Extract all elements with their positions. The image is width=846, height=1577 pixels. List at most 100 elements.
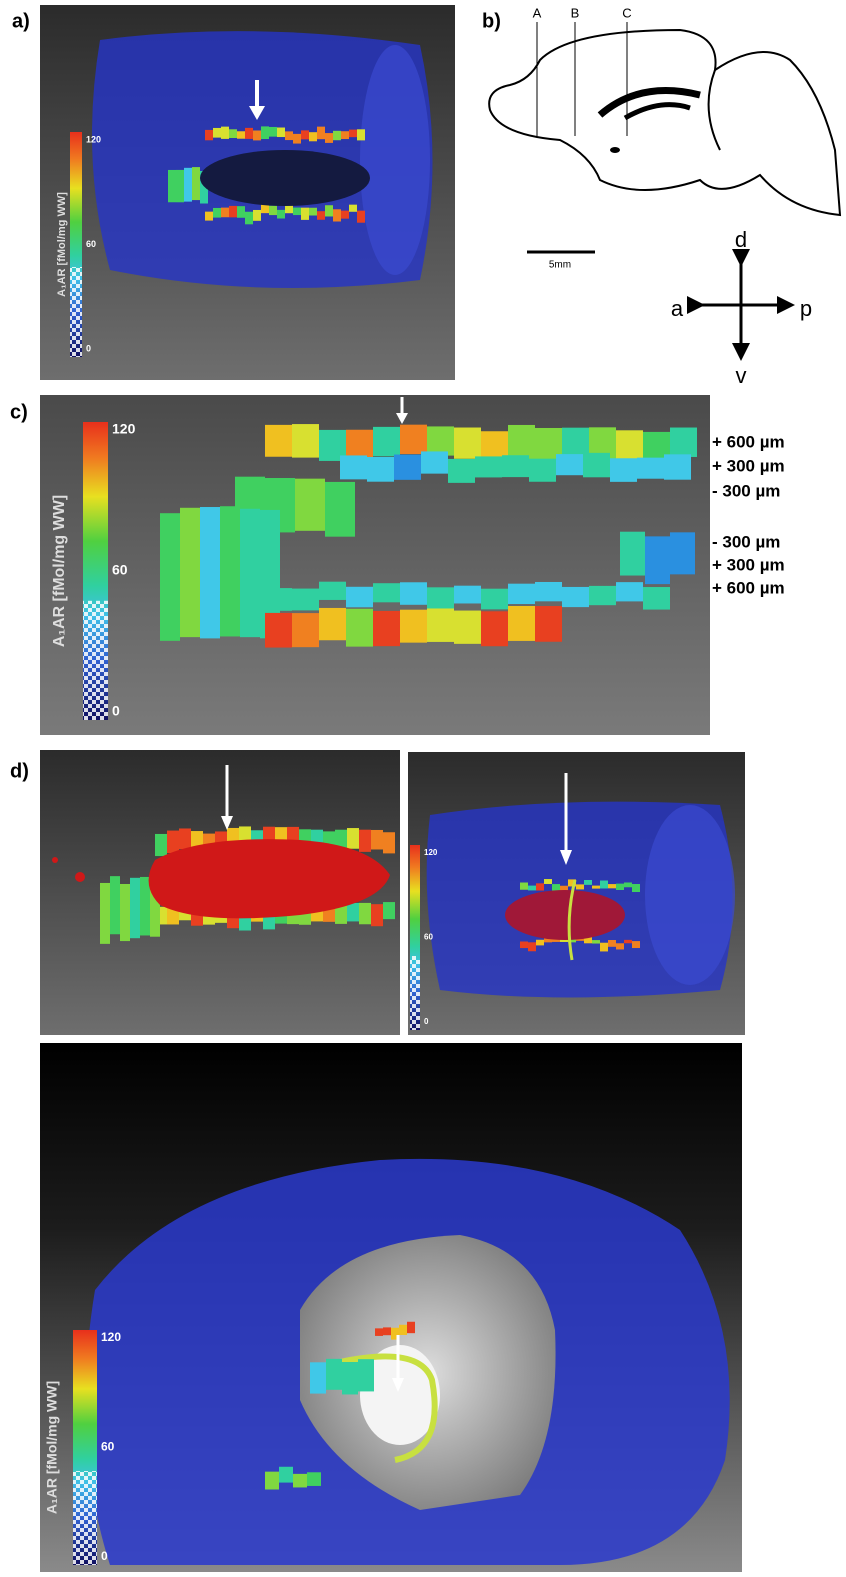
depth-label: - 300 µm [712,532,780,551]
voxel [341,211,349,219]
voxel [359,903,371,924]
voxel [399,1325,407,1335]
brain-outline [489,30,840,215]
voxel [589,586,616,605]
voxel [140,877,150,936]
colorbar-title: A₁AR [fMol/mg WW] [51,495,68,647]
voxel [520,883,528,890]
colorbar-checker [83,601,108,720]
voxel [213,208,221,218]
voxel [670,428,697,457]
voxel [520,941,528,948]
voxel [610,458,637,482]
voxel [229,129,237,138]
voxel [536,940,544,946]
voxel [535,606,562,642]
voxel [130,878,140,938]
voxel [167,831,179,853]
voxel [213,128,221,138]
voxel [168,170,176,202]
voxel [349,130,357,138]
section-label: A [533,5,542,20]
voxel [371,830,383,850]
voxel [295,479,325,531]
colorbar-tick: 0 [424,1017,429,1026]
voxel [155,834,167,856]
voxel [475,456,502,477]
voxel [293,134,301,144]
voxel [632,884,640,892]
voxel [205,130,213,140]
voxel [277,128,285,138]
voxel [481,589,508,610]
section-label: C [622,5,631,20]
voxel [670,532,695,574]
compass-label: v [736,363,747,388]
voxel [192,167,200,200]
voxel [253,210,261,221]
voxel [292,613,319,647]
voxel [346,587,373,608]
voxel [544,879,552,884]
voxel [552,884,560,890]
voxel [375,1328,383,1336]
depth-label: + 600 µm [712,578,785,597]
voxel [307,1472,321,1486]
colorbar-tick: 120 [101,1330,121,1344]
voxel [637,458,664,479]
compass-label: a [671,296,684,321]
voxel [600,881,608,889]
scale-label: 5mm [549,260,571,271]
structure [610,147,620,153]
voxel [620,532,645,576]
voxel [100,883,110,944]
voxel [265,588,292,611]
voxel [347,903,359,921]
voxel [592,886,600,889]
voxel [292,589,319,611]
voxel [293,208,301,216]
voxel [319,582,346,600]
colorbar-tick: 120 [424,848,438,857]
voxel [400,610,427,643]
voxel [592,940,600,943]
voxel [180,508,200,637]
voxel [261,126,269,139]
voxel [277,210,285,219]
voxel [528,886,536,891]
voxel [200,507,220,638]
lesion [52,857,58,863]
hippocampus [625,105,690,118]
voxel [341,131,349,139]
voxel [529,459,556,482]
voxel [608,884,616,888]
voxel [502,455,529,477]
voxel [400,425,427,454]
voxel [584,880,592,885]
voxel [237,206,245,218]
voxel [317,211,325,220]
compass-label: p [800,296,812,321]
voxel [616,884,624,890]
voxel [176,170,184,202]
voxel [357,211,365,223]
colorbar-tick: 60 [101,1440,115,1454]
voxel [616,943,624,949]
colorbar-tick: 60 [112,562,128,578]
brain-outline [709,70,720,150]
panel-label: c) [10,401,28,423]
voxel [326,1359,342,1390]
depth-label: - 300 µm [712,481,780,500]
voxel [325,205,333,216]
voxel [407,1322,415,1333]
lesion [75,872,85,882]
voxel [340,455,367,479]
voxel [317,127,325,140]
voxel [508,584,535,604]
colorbar-tick: 0 [112,703,120,719]
voxel [309,132,317,141]
voxel [319,608,346,640]
voxel [285,131,293,140]
voxel [293,1474,307,1488]
voxel [205,212,213,221]
